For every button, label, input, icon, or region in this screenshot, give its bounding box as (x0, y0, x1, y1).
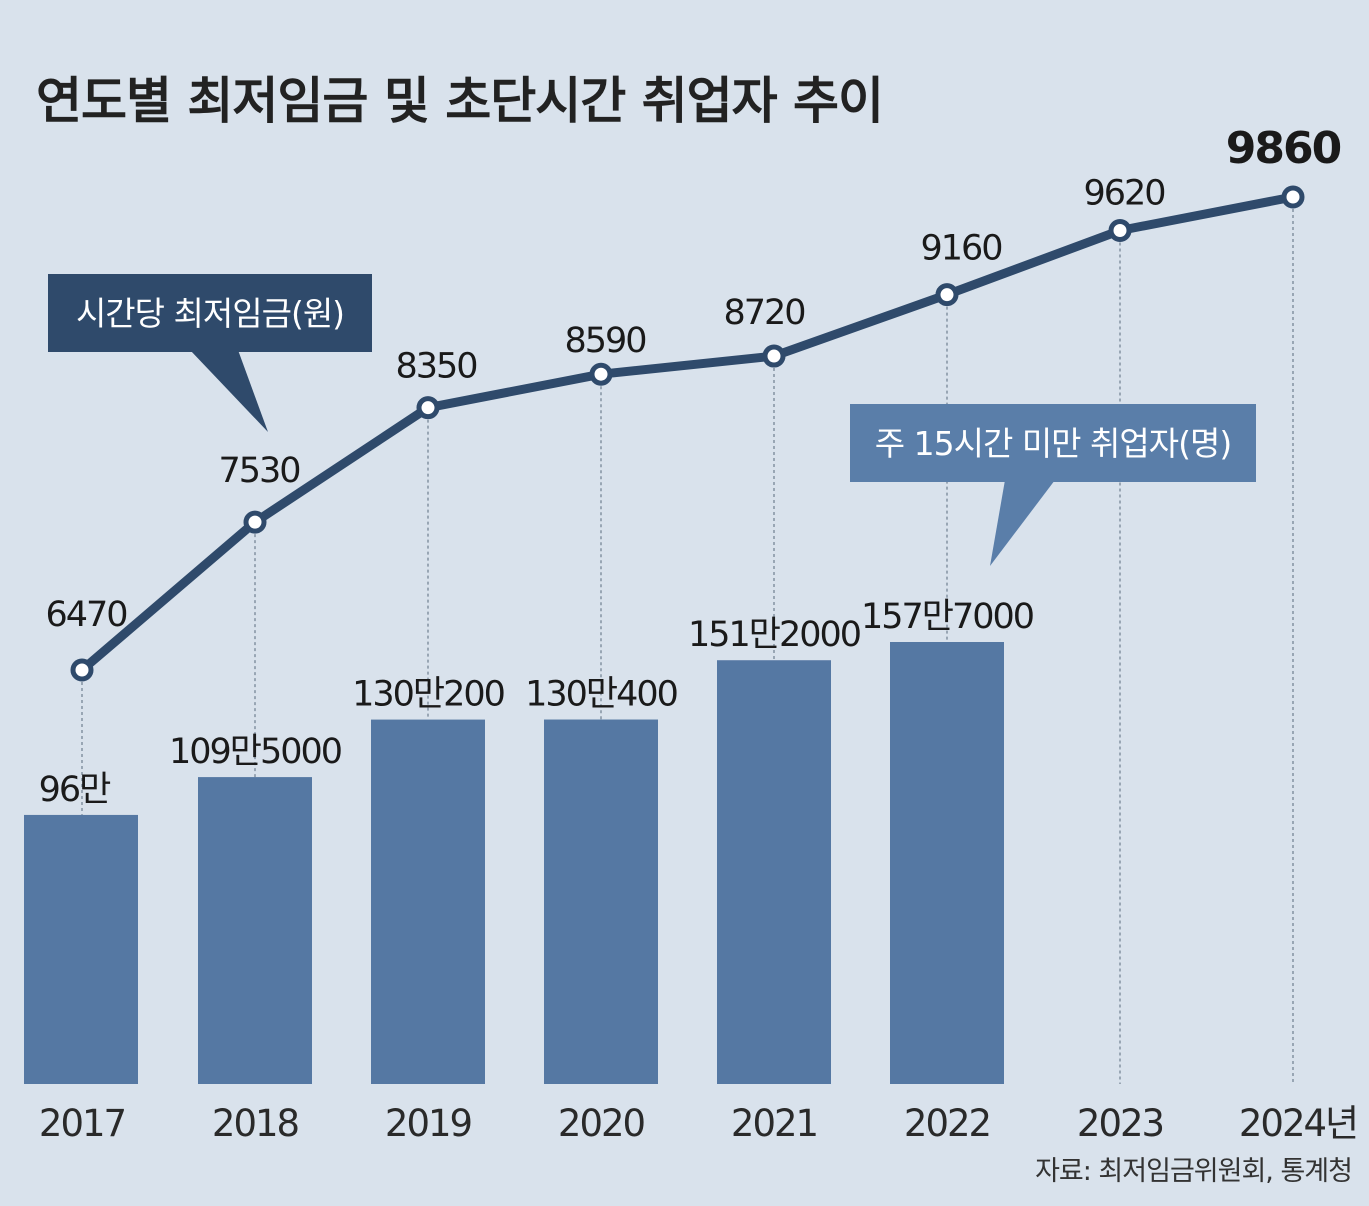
source-note: 자료: 최저임금위원회, 통계청 (1035, 1156, 1352, 1187)
wage-value-label: 8720 (723, 293, 804, 333)
bar-value-label: 151만2000 (688, 615, 860, 655)
x-tick-label: 2022 (904, 1102, 990, 1145)
bar-value-label: 130만400 (525, 675, 677, 715)
wage-value-label: 9860 (1226, 123, 1341, 174)
wage-callout-pointer (190, 350, 268, 432)
bar-value-label: 96만 (39, 770, 111, 810)
wage-value-label: 9160 (920, 229, 1001, 269)
wage-point (416, 396, 440, 420)
wage-value-label: 8350 (395, 347, 476, 387)
bar (371, 719, 485, 1084)
x-tick-label: 2020 (558, 1102, 645, 1145)
bar (544, 719, 658, 1084)
wage-point (1108, 218, 1132, 242)
workers-callout-pointer (990, 480, 1055, 566)
chart-title: 연도별 최저임금 및 초단시간 취업자 추이 (36, 72, 883, 130)
x-tick-label: 2023 (1077, 1102, 1163, 1145)
wage-point (70, 658, 94, 682)
x-tick-label: 2018 (212, 1102, 299, 1145)
guide-lines (81, 209, 1294, 1084)
bar-labels: 96만 109만5000 130만200 130만400 151만2000 157만700… (39, 597, 1035, 810)
x-tick-label: 2019 (385, 1102, 471, 1145)
wage-callout-label: 시간당 최저임금(원) (76, 294, 344, 333)
wage-labels: 6470 7530 8350 8590 8720 9160 9620 9860 (45, 123, 1342, 635)
wage-point (762, 344, 786, 368)
bar (24, 814, 138, 1084)
x-tick-label: 2017 (39, 1102, 125, 1145)
wage-point (589, 362, 613, 386)
wage-point (935, 283, 959, 307)
wage-point (243, 510, 267, 534)
workers-callout: 주 15시간 미만 취업자(명) (850, 404, 1256, 566)
bar (890, 642, 1004, 1084)
bar (717, 660, 831, 1084)
bars (24, 642, 1004, 1084)
wage-value-label: 9620 (1083, 173, 1164, 213)
wage-value-label: 7530 (218, 451, 299, 491)
wage-value-label: 8590 (564, 321, 645, 361)
bar-value-label: 130만200 (352, 675, 504, 715)
wage-point (1281, 185, 1305, 209)
wage-line-path (77, 192, 1298, 675)
x-tick-label: 2024년 (1239, 1102, 1357, 1145)
workers-callout-box (850, 404, 1256, 482)
bar-value-label: 157만7000 (861, 597, 1033, 637)
wage-value-label: 6470 (45, 595, 126, 635)
workers-callout-label: 주 15시간 미만 취업자(명) (875, 424, 1231, 463)
wage-callout-box (48, 274, 372, 352)
bar-value-label: 109만5000 (169, 732, 341, 772)
x-axis-ticks: 2017 2018 2019 2020 2021 2022 2023 2024년 (39, 1102, 1359, 1145)
bar (198, 777, 312, 1084)
x-tick-label: 2021 (731, 1102, 817, 1145)
wage-callout: 시간당 최저임금(원) (48, 274, 372, 432)
wage-line (70, 185, 1305, 682)
